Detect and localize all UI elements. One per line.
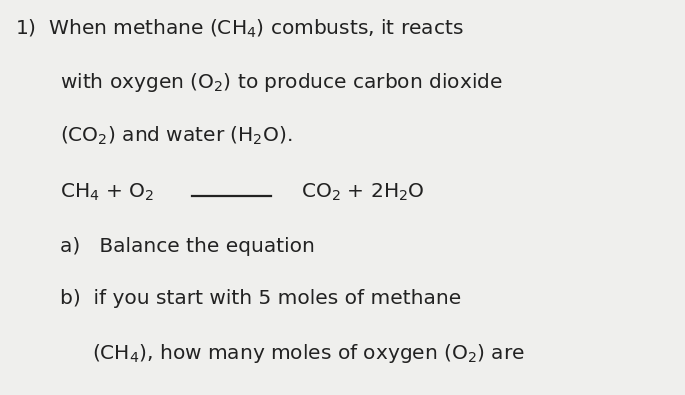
Text: b)  if you start with 5 moles of methane: b) if you start with 5 moles of methane — [60, 289, 462, 308]
Text: with oxygen (O$_2$) to produce carbon dioxide: with oxygen (O$_2$) to produce carbon di… — [60, 71, 503, 94]
Text: 1)  When methane (CH$_4$) combusts, it reacts: 1) When methane (CH$_4$) combusts, it re… — [15, 18, 464, 40]
Text: CH$_4$ + O$_2$: CH$_4$ + O$_2$ — [60, 182, 154, 203]
Text: (CH$_4$), how many moles of oxygen (O$_2$) are: (CH$_4$), how many moles of oxygen (O$_2… — [92, 342, 525, 365]
Text: a)   Balance the equation: a) Balance the equation — [60, 237, 315, 256]
Text: CO$_2$ + 2H$_2$O: CO$_2$ + 2H$_2$O — [301, 182, 425, 203]
Text: (CO$_2$) and water (H$_2$O).: (CO$_2$) and water (H$_2$O). — [60, 124, 292, 147]
